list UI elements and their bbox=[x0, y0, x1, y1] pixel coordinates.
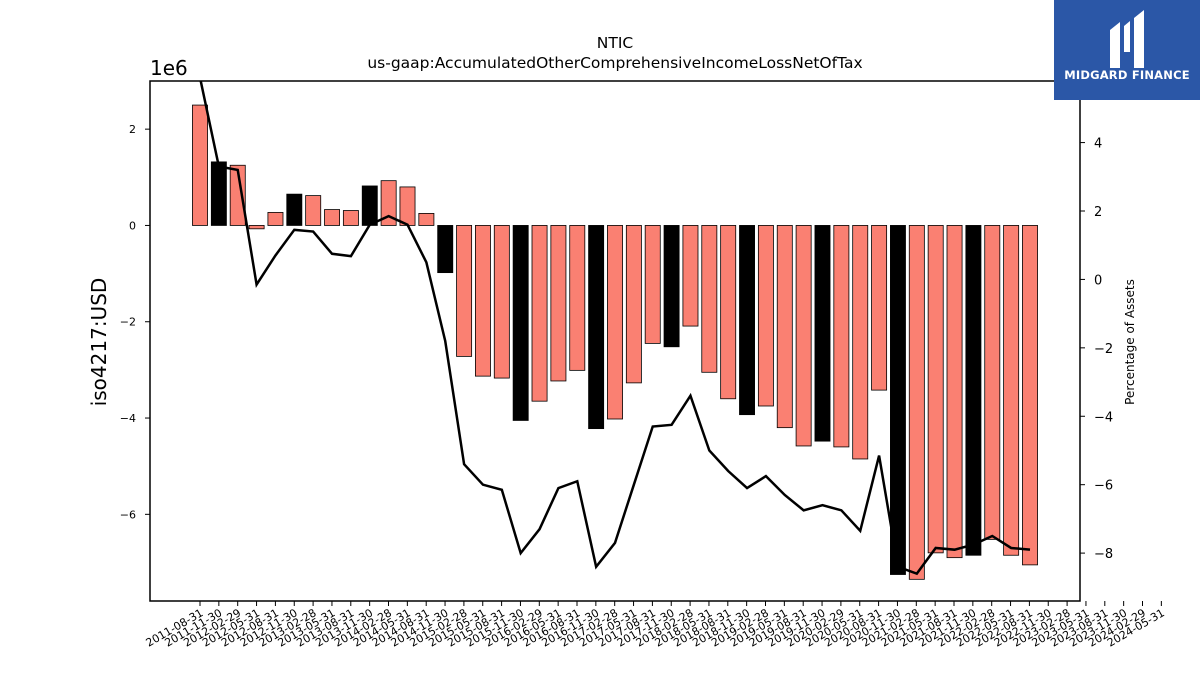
bar bbox=[625, 225, 642, 384]
y-tick-label: −6 bbox=[120, 508, 136, 521]
y2-tick-label: −2 bbox=[1094, 342, 1113, 357]
bar bbox=[663, 225, 680, 348]
bar bbox=[342, 210, 359, 226]
bar bbox=[531, 225, 548, 402]
y-axis-ticks: 2 0 −2 −4 −6 bbox=[120, 123, 150, 521]
bar bbox=[644, 225, 661, 344]
bar bbox=[1003, 225, 1020, 556]
bar bbox=[946, 225, 963, 559]
bar bbox=[361, 185, 378, 226]
y-tick-label: −4 bbox=[120, 412, 136, 425]
bar bbox=[305, 195, 322, 226]
bar bbox=[267, 212, 284, 226]
y-axis-label: iso4217:USD bbox=[87, 278, 111, 407]
bar-group bbox=[192, 104, 1038, 580]
bar bbox=[776, 225, 793, 429]
bar bbox=[739, 225, 755, 416]
bar bbox=[1022, 225, 1038, 566]
plot-frame bbox=[149, 80, 1081, 602]
bar bbox=[418, 213, 435, 226]
bar bbox=[229, 164, 246, 226]
brand-logo: MIDGARD FINANCE bbox=[1054, 0, 1200, 100]
y2-tick-label: 0 bbox=[1094, 273, 1102, 288]
y2-tick-label: 2 bbox=[1094, 205, 1102, 220]
bar bbox=[380, 180, 397, 226]
bar bbox=[814, 225, 831, 442]
y-tick-label: 0 bbox=[129, 219, 136, 232]
chart-subtitle: us-gaap:AccumulatedOtherComprehensiveInc… bbox=[367, 54, 862, 72]
bar bbox=[210, 161, 227, 226]
bar bbox=[588, 225, 605, 430]
y-tick-label: −2 bbox=[120, 316, 136, 329]
y-tick-label: 2 bbox=[129, 123, 136, 136]
bar bbox=[324, 209, 340, 226]
y-offset-label: 1e6 bbox=[150, 56, 188, 80]
bar bbox=[757, 225, 774, 407]
bar bbox=[908, 225, 925, 580]
bar bbox=[890, 225, 906, 575]
bar bbox=[456, 225, 473, 357]
logo-mark-icon bbox=[1110, 10, 1144, 68]
bar bbox=[493, 225, 510, 379]
bar bbox=[512, 225, 529, 421]
bar bbox=[248, 225, 265, 230]
bar bbox=[871, 225, 888, 391]
bar bbox=[833, 225, 850, 448]
y2-axis-label: Percentage of Assets bbox=[1123, 279, 1137, 405]
bar bbox=[475, 225, 491, 377]
bar bbox=[965, 225, 982, 556]
y2-axis-ticks: 4 2 0 −2 −4 −6 −8 bbox=[1080, 137, 1113, 562]
bar bbox=[701, 225, 718, 373]
y2-tick-label: 4 bbox=[1094, 137, 1102, 152]
bar bbox=[192, 104, 208, 226]
bar bbox=[607, 225, 623, 420]
bar bbox=[720, 225, 737, 400]
y2-tick-label: −4 bbox=[1094, 410, 1113, 425]
bar bbox=[286, 193, 303, 226]
bar bbox=[437, 225, 454, 274]
y2-tick-label: −8 bbox=[1094, 547, 1113, 562]
x-axis-ticks: 2011-08-312011-11-302012-02-292012-05-31… bbox=[144, 601, 1167, 650]
bar bbox=[682, 225, 699, 327]
bar bbox=[927, 225, 944, 554]
bar bbox=[550, 225, 567, 382]
bar bbox=[852, 225, 869, 460]
bar bbox=[795, 225, 812, 447]
y2-tick-label: −6 bbox=[1094, 479, 1113, 494]
series-line bbox=[199, 81, 1031, 576]
chart-title: NTIC bbox=[597, 34, 633, 52]
bar bbox=[569, 225, 586, 371]
bar bbox=[984, 225, 1001, 540]
bar bbox=[399, 186, 416, 226]
logo-text: MIDGARD FINANCE bbox=[1064, 68, 1190, 82]
line-group bbox=[199, 81, 1031, 576]
